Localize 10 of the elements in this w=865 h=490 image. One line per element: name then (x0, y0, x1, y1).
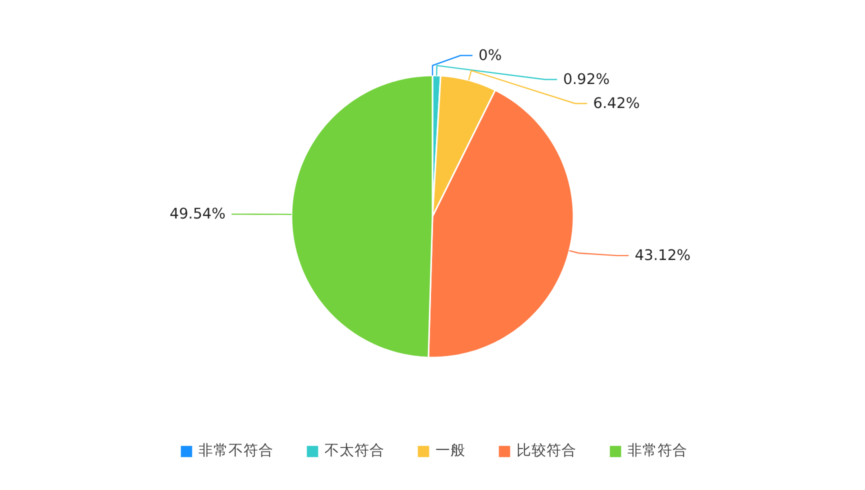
data-label: 0.92% (563, 71, 610, 88)
legend-label: 一般 (436, 441, 466, 460)
data-label: 6.42% (593, 95, 640, 112)
data-label: 49.54% (170, 206, 226, 223)
text: 0% (478, 47, 502, 64)
legend-label: 非常符合 (628, 441, 688, 460)
legend-label: 比较符合 (516, 441, 576, 460)
legend-label: 不太符合 (324, 441, 384, 460)
data-label: 43.12% (634, 247, 691, 264)
legend-label: 非常不符合 (198, 441, 274, 460)
